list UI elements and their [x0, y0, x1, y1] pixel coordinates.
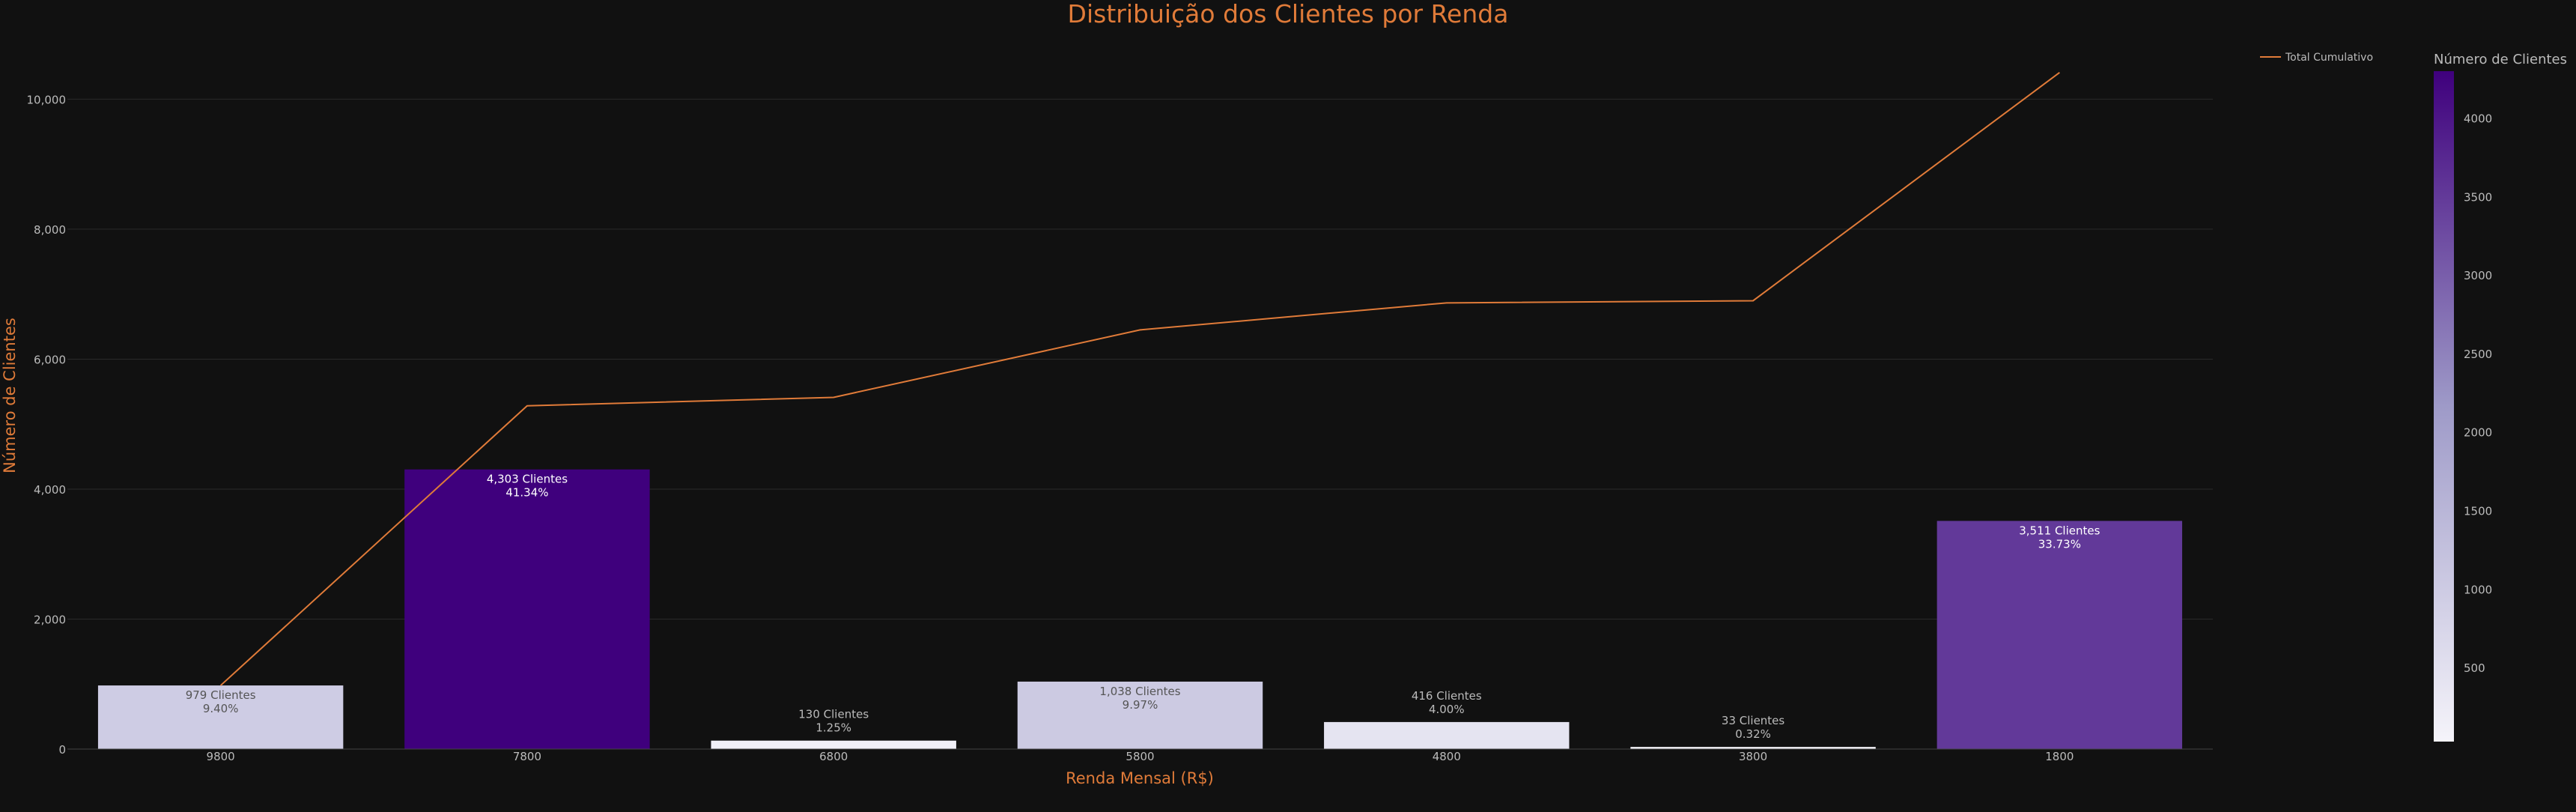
colorbar-ticks: 500 1000 1500 2000 2500 3000 3500 4000: [2464, 112, 2492, 676]
bar-count-label: 3,511 Clientes: [2019, 524, 2100, 537]
y-tick-label: 8,000: [34, 223, 66, 237]
chart-title: Distribuição dos Clientes por Renda: [1068, 0, 1509, 28]
y-tick-label: 6,000: [34, 353, 66, 366]
bar: [1324, 722, 1569, 749]
y-tick-label: 4,000: [34, 483, 66, 497]
colorbar-tick-label: 500: [2464, 661, 2485, 675]
bar-percent-label: 33.73%: [2038, 537, 2081, 551]
bar: [711, 741, 956, 749]
x-tick-label: 1800: [2045, 750, 2074, 763]
x-tick-label: 9800: [207, 750, 235, 763]
colorbar: Número de Clientes 500 1000 1500 2000 2500 30…: [2434, 52, 2567, 742]
grid-lines: [67, 99, 2213, 619]
colorbar-tick-label: 2500: [2464, 348, 2492, 361]
x-tick-label: 3800: [1739, 750, 1767, 763]
bar-percent-label: 4.00%: [1429, 703, 1465, 716]
bar: [404, 470, 649, 749]
bar-count-label: 1,038 Clientes: [1099, 685, 1180, 698]
x-tick-label: 6800: [819, 750, 848, 763]
x-tick-label: 4800: [1433, 750, 1461, 763]
bar-percent-label: 41.34%: [505, 486, 548, 500]
bar-percent-label: 0.32%: [1735, 727, 1771, 741]
axes: 0 2,000 4,000 6,000 8,000 10,000 9800 7800 6800 5…: [27, 93, 2214, 763]
colorbar-tick-label: 4000: [2464, 112, 2492, 126]
bar-percent-label: 9.97%: [1123, 698, 1158, 712]
y-axis-title: Número de Clientes: [1, 318, 19, 473]
legend[interactable]: Total Cumulativo: [2260, 52, 2373, 64]
bar-count-label: 130 Clientes: [798, 708, 869, 721]
bar-count-label: 416 Clientes: [1412, 689, 1482, 703]
colorbar-tick-label: 1500: [2464, 505, 2492, 518]
legend-label: Total Cumulativo: [2285, 52, 2373, 64]
colorbar-tick-label: 3500: [2464, 190, 2492, 204]
bar-count-label: 979 Clientes: [186, 688, 256, 702]
bar-percent-label: 1.25%: [815, 721, 851, 735]
y-tick-label: 0: [58, 743, 66, 757]
colorbar-tick-label: 2000: [2464, 426, 2492, 440]
x-tick-label: 7800: [513, 750, 541, 763]
bar-count-label: 33 Clientes: [1722, 714, 1785, 727]
colorbar-gradient: [2434, 71, 2454, 742]
colorbar-tick-label: 3000: [2464, 269, 2492, 282]
bar-percent-label: 9.40%: [203, 702, 239, 715]
x-axis-title: Renda Mensal (R$): [1066, 769, 1214, 787]
bar: [1937, 521, 2182, 749]
y-tick-label: 10,000: [27, 93, 67, 106]
y-tick-label: 2,000: [34, 613, 66, 626]
colorbar-title: Número de Clientes: [2434, 52, 2567, 67]
x-tick-label: 5800: [1126, 750, 1154, 763]
colorbar-tick-label: 1000: [2464, 583, 2492, 596]
bar-count-label: 4,303 Clientes: [487, 473, 568, 486]
